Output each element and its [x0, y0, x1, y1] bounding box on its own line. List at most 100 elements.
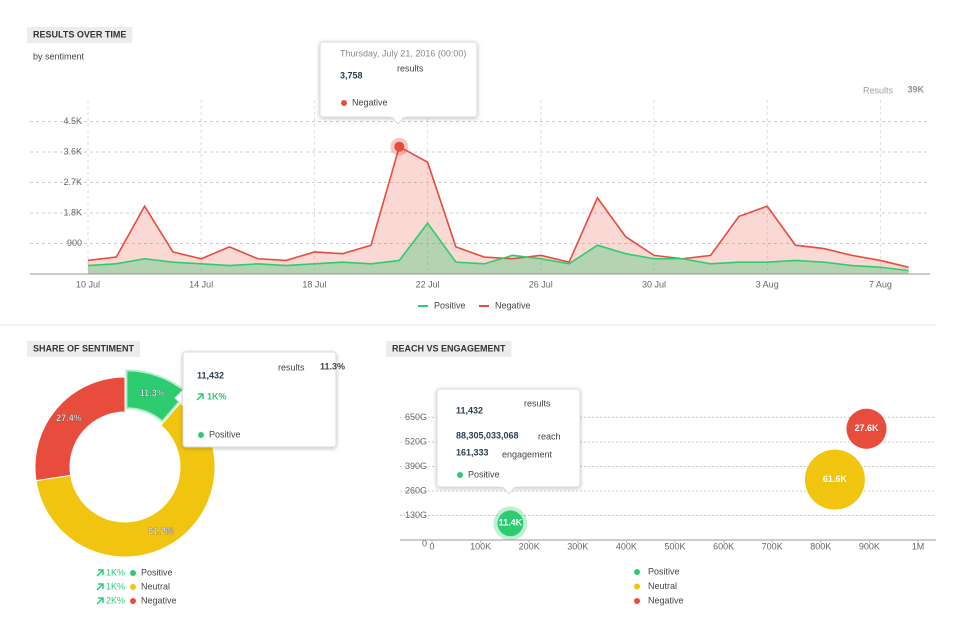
- total-value: 39K: [907, 84, 924, 94]
- section-title-text: SHARE OF SENTIMENT: [33, 343, 135, 353]
- section-title-bg: [386, 341, 512, 357]
- x-tick-label: 700K: [762, 541, 783, 551]
- slice-label: 11.3%: [140, 388, 165, 398]
- legend-label: Negative: [141, 595, 177, 605]
- x-tick-label: 800K: [810, 541, 831, 551]
- tooltip: 11,432 results 88,305,033,068 reach 161,333 e…: [436, 388, 581, 495]
- donut-slice: [35, 398, 216, 558]
- legend-dot: [130, 598, 136, 604]
- legend-dot: [130, 570, 136, 576]
- tooltip-pointer-cover: [183, 390, 186, 406]
- y-tick-label: 390G: [405, 461, 427, 471]
- legend-label: Positive: [141, 567, 173, 577]
- y-tick-label: 3.6K: [63, 146, 82, 156]
- tooltip-engagement-label: engagement: [502, 449, 553, 459]
- tooltip-engagement: 161,333: [456, 447, 489, 457]
- x-tick-label: 200K: [519, 541, 540, 551]
- y-tick-label: 900: [67, 238, 82, 248]
- tooltip-pointer-cover: [501, 484, 517, 487]
- tooltip: 11,432 results 11.3% 1K% Positive: [174, 351, 345, 448]
- tooltip-series: Positive: [468, 469, 500, 479]
- y-tick-label: 130G: [405, 510, 427, 520]
- bubble: [804, 449, 865, 510]
- tooltip-pointer: [500, 485, 518, 495]
- legend-label: Negative: [648, 595, 684, 605]
- tooltip-change: 1K%: [207, 391, 227, 401]
- bubble: [497, 510, 524, 537]
- x-tick-label: 0: [429, 541, 434, 551]
- donut-slice: [34, 376, 126, 482]
- y-tick-label: 1.8K: [63, 207, 82, 217]
- tooltip-dot: [198, 432, 204, 438]
- legend-label: Neutral: [648, 581, 677, 591]
- tooltip-dot: [457, 472, 463, 478]
- x-tick-label: 1M: [912, 541, 925, 551]
- x-tick-label: 30 Jul: [642, 279, 666, 289]
- x-tick-label: 14 Jul: [189, 279, 213, 289]
- legend-dot: [634, 598, 640, 604]
- tooltip-series: Negative: [352, 97, 388, 107]
- bubble: [846, 408, 887, 449]
- legend-dot: [130, 584, 136, 590]
- tooltip-dot: [341, 100, 347, 106]
- tooltip-category: Positive: [209, 429, 241, 439]
- total-label: Results: [863, 85, 894, 95]
- x-tick-label: 400K: [616, 541, 637, 551]
- bubble-label: 61.6K: [823, 474, 848, 484]
- legend-change: 1K%: [106, 581, 125, 591]
- legend-dot: [634, 583, 640, 590]
- section-title: SHARE OF SENTIMENT: [27, 341, 141, 357]
- section-title-text: REACH VS ENGAGEMENT: [392, 343, 506, 353]
- change-arrow: [96, 597, 104, 605]
- tooltip-unit: results: [397, 63, 424, 73]
- section-title-text: RESULTS OVER TIME: [33, 29, 126, 39]
- bubble-label: 11.4K: [499, 518, 523, 528]
- y-tick-label: 2.7K: [63, 177, 82, 187]
- y-tick-label: 260G: [405, 485, 427, 495]
- y-tick-label: 0: [422, 538, 427, 548]
- change-arrow: [96, 583, 104, 591]
- tooltip-pointer-cover: [390, 114, 406, 117]
- tooltip-value: 3,758: [340, 70, 363, 80]
- tooltip-value: 11,432: [456, 405, 483, 415]
- legend-label: Positive: [434, 300, 466, 310]
- tooltip-unit: results: [524, 398, 551, 408]
- bubble-label: 27.6K: [854, 423, 879, 433]
- tooltip-box: [182, 351, 337, 448]
- x-tick-label: 300K: [567, 541, 588, 551]
- hover-point: [394, 141, 405, 152]
- slice-label: 61.2%: [148, 526, 174, 536]
- legend-dot: [634, 569, 640, 575]
- y-tick-label: 520G: [405, 436, 427, 446]
- tooltip: Thursday, July 21, 2016 (00:00) 3,758 resu…: [319, 41, 478, 125]
- x-tick-label: 7 Aug: [869, 279, 892, 289]
- x-tick-label: 3 Aug: [756, 279, 779, 289]
- x-tick-label: 100K: [470, 541, 491, 551]
- legend-label: Positive: [648, 566, 680, 576]
- legend-label: Negative: [495, 300, 531, 310]
- tooltip-value: 11,432: [197, 370, 224, 380]
- section-title-bg: [27, 341, 141, 357]
- x-tick-label: 900K: [859, 541, 880, 551]
- tooltip-pointer: [389, 115, 407, 125]
- y-tick-label: 650G: [405, 412, 427, 422]
- x-tick-label: 26 Jul: [529, 279, 553, 289]
- tooltip-date: Thursday, July 21, 2016 (00:00): [340, 48, 466, 58]
- x-tick-label: 500K: [664, 541, 685, 551]
- x-tick-label: 600K: [713, 541, 734, 551]
- tooltip-reach-label: reach: [538, 431, 561, 441]
- x-tick-label: 18 Jul: [302, 279, 326, 289]
- legend-label: Neutral: [141, 581, 170, 591]
- y-tick-label: 4.5K: [63, 116, 82, 126]
- tooltip-unit: results: [278, 362, 305, 372]
- series-area: [88, 223, 909, 274]
- change-arrow: [96, 569, 104, 577]
- legend-change: 2K%: [106, 595, 125, 605]
- tooltip-reach: 88,305,033,068: [456, 430, 519, 440]
- section-title: RESULTS OVER TIME: [27, 27, 133, 43]
- legend-change: 1K%: [106, 567, 125, 577]
- series-line: [87, 221, 909, 272]
- x-tick-label: 10 Jul: [76, 279, 100, 289]
- slice-label: 27.4%: [56, 413, 82, 423]
- x-tick-label: 22 Jul: [416, 279, 440, 289]
